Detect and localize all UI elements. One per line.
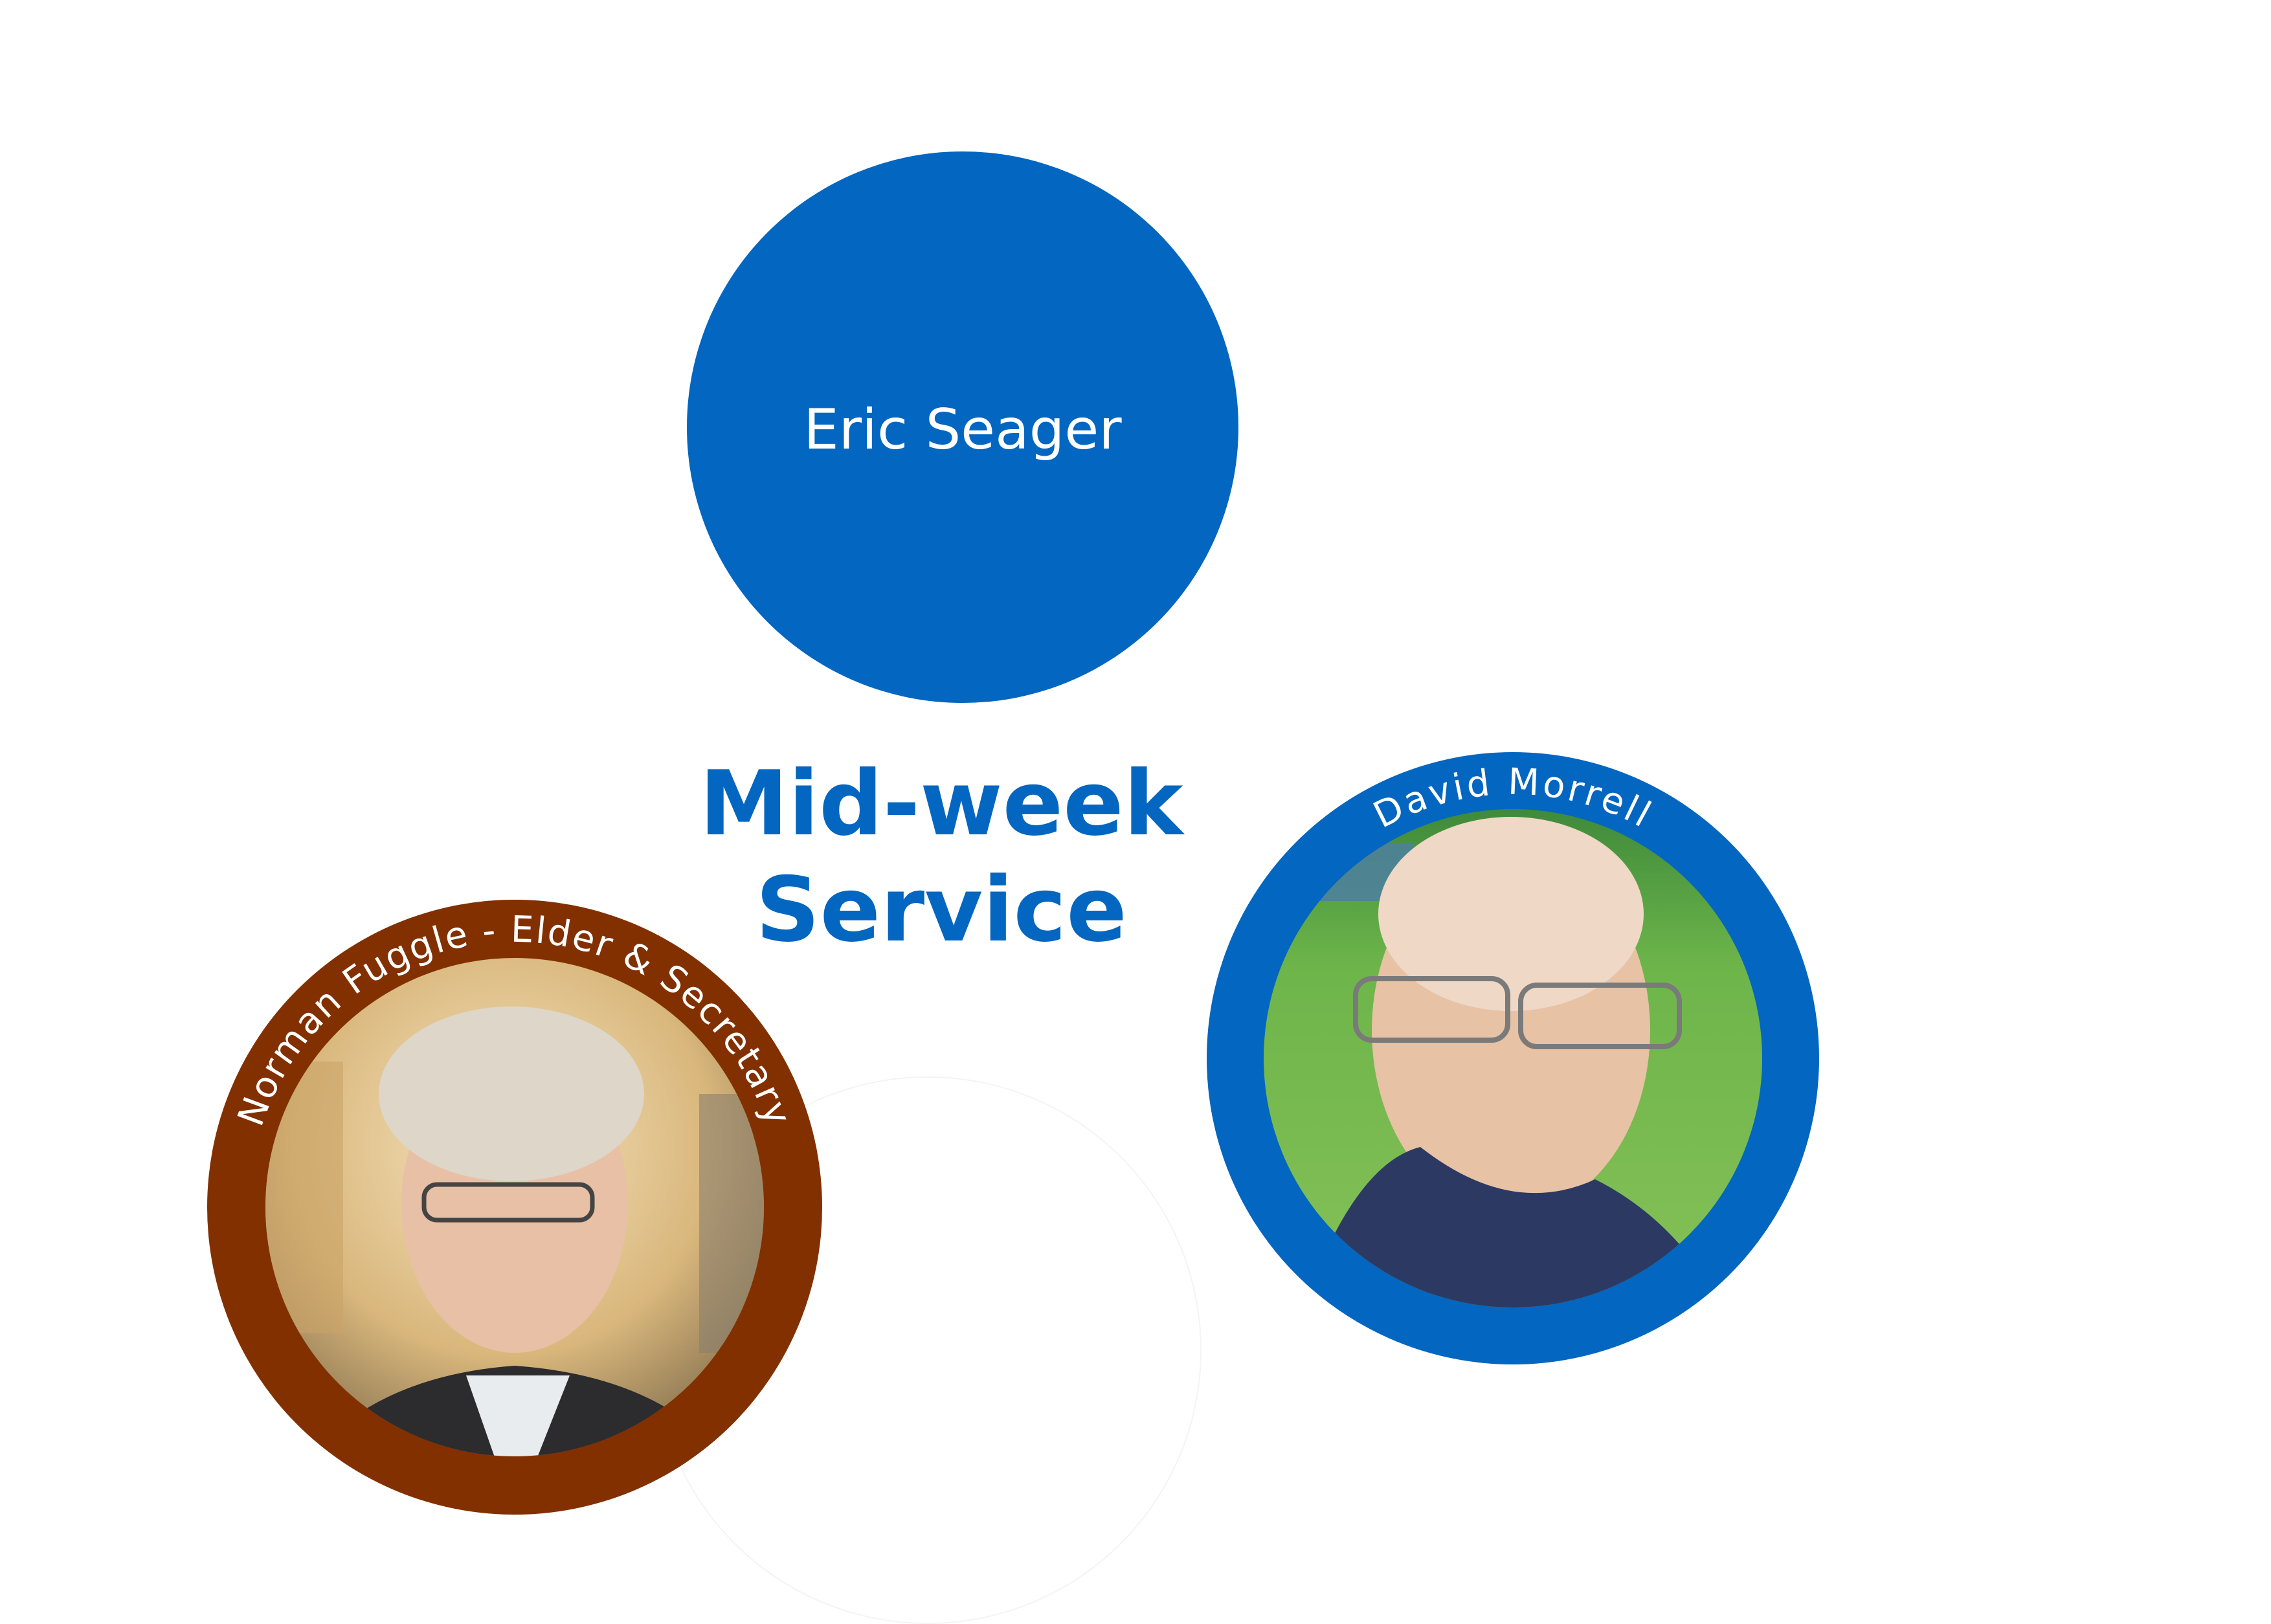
portrait-photo-outdoors [1264,809,1762,1307]
page-title: Mid-week Service [682,751,1200,963]
portrait-photo [265,958,764,1456]
portrait-badge-david: David Morrell [1207,752,1819,1364]
title-line-1: Mid-week [699,751,1183,856]
portrait-badge-norman: Norman Fuggle - Elder & Secretary [207,900,822,1515]
speaker-circle-top: Eric Seager [687,151,1238,703]
speaker-name-top: Eric Seager [803,397,1122,462]
title-line-2: Service [755,858,1127,962]
